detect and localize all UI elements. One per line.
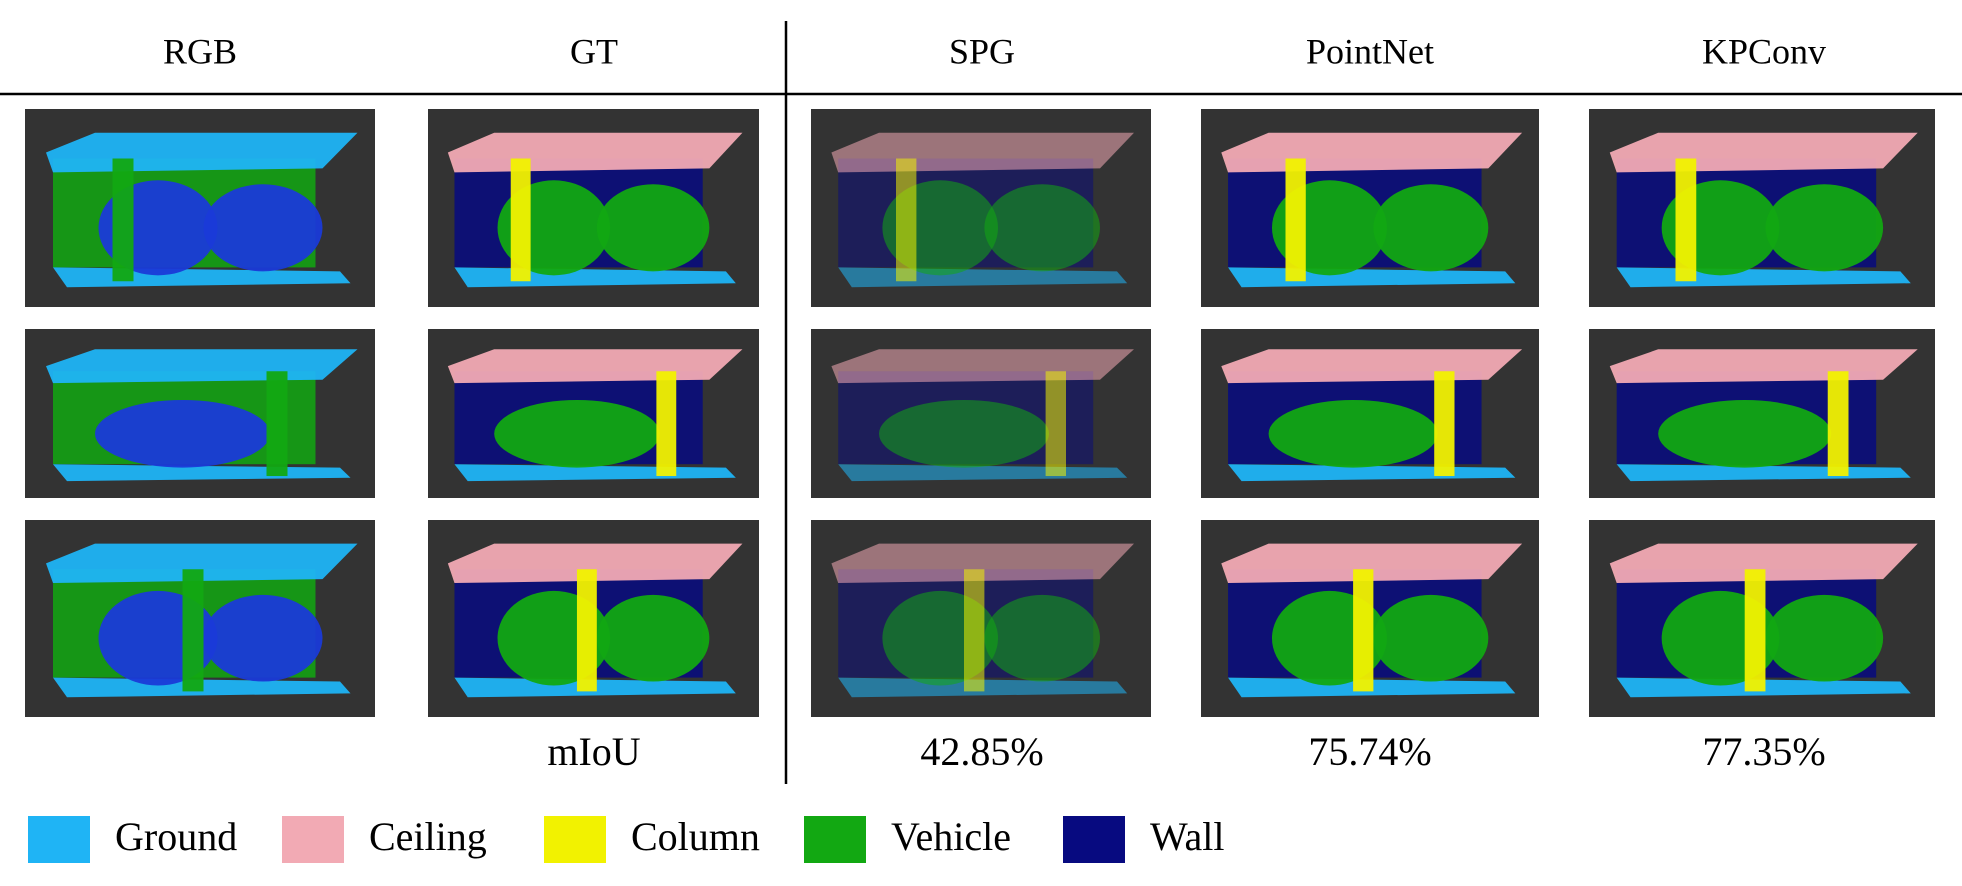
ceiling bbox=[447, 132, 743, 173]
vehicle bbox=[1373, 184, 1489, 272]
column bbox=[1285, 158, 1306, 282]
ceiling bbox=[831, 349, 1134, 384]
scene-image bbox=[811, 520, 1151, 717]
scene-image bbox=[1589, 520, 1935, 717]
legend-swatch bbox=[804, 816, 866, 863]
thumbnails bbox=[25, 109, 1935, 717]
scene-image bbox=[25, 109, 375, 307]
legend-swatch bbox=[544, 816, 606, 863]
column bbox=[266, 371, 288, 477]
vehicle bbox=[984, 184, 1100, 272]
vehicle bbox=[596, 184, 710, 272]
column-header: KPConv bbox=[1702, 31, 1826, 71]
scene-image bbox=[428, 329, 759, 498]
vehicle bbox=[984, 594, 1100, 682]
column-header: RGB bbox=[163, 31, 237, 71]
ceiling bbox=[1221, 543, 1523, 584]
vehicle bbox=[1373, 594, 1489, 682]
scene-image bbox=[1589, 109, 1935, 307]
column bbox=[1434, 371, 1455, 477]
column bbox=[112, 158, 134, 282]
column bbox=[1675, 158, 1697, 282]
column bbox=[656, 371, 677, 477]
ceiling bbox=[831, 543, 1134, 584]
column bbox=[964, 569, 985, 692]
ceiling bbox=[447, 349, 743, 384]
column bbox=[510, 158, 531, 282]
ceiling bbox=[1221, 132, 1523, 173]
legend-label: Vehicle bbox=[891, 814, 1011, 859]
ceiling bbox=[46, 543, 358, 584]
column bbox=[576, 569, 597, 692]
vehicle bbox=[1765, 184, 1884, 272]
legend-label: Column bbox=[631, 814, 760, 859]
column bbox=[896, 158, 917, 282]
metric-label: mIoU bbox=[547, 729, 640, 774]
ceiling bbox=[447, 543, 743, 584]
column-header: PointNet bbox=[1306, 31, 1434, 71]
scene-image bbox=[1589, 329, 1935, 498]
scene-image bbox=[428, 520, 759, 717]
legend-swatch bbox=[282, 816, 344, 863]
legend-swatch bbox=[28, 816, 90, 863]
scene-image bbox=[811, 329, 1151, 498]
column bbox=[1353, 569, 1374, 692]
scene-image bbox=[1201, 329, 1539, 498]
metric-value: 75.74% bbox=[1308, 729, 1431, 774]
scene-image bbox=[1201, 109, 1539, 307]
legend-label: Wall bbox=[1150, 814, 1225, 859]
vehicle bbox=[203, 184, 323, 272]
vehicle bbox=[1658, 399, 1832, 468]
vehicle bbox=[1268, 399, 1438, 468]
column bbox=[1744, 569, 1766, 692]
legend-swatch bbox=[1063, 816, 1125, 863]
metric-value: 42.85% bbox=[920, 729, 1043, 774]
vehicle bbox=[203, 594, 323, 682]
legend-label: Ground bbox=[115, 814, 237, 859]
vehicle bbox=[879, 399, 1049, 468]
scene-image bbox=[1201, 520, 1539, 717]
scene-image bbox=[428, 109, 759, 307]
ceiling bbox=[1609, 543, 1918, 584]
scene-image bbox=[25, 520, 375, 717]
ceiling bbox=[1221, 349, 1523, 384]
metric-value: 77.35% bbox=[1702, 729, 1825, 774]
scene-image bbox=[25, 329, 375, 498]
column-header: SPG bbox=[949, 31, 1015, 71]
vehicle bbox=[494, 399, 660, 468]
ceiling bbox=[46, 132, 358, 173]
column bbox=[182, 569, 204, 692]
vehicle bbox=[1765, 594, 1884, 682]
ceiling bbox=[831, 132, 1134, 173]
vehicle bbox=[95, 399, 270, 468]
ceiling bbox=[1609, 132, 1918, 173]
ceiling bbox=[46, 349, 358, 384]
ceiling bbox=[1609, 349, 1918, 384]
legend-label: Ceiling bbox=[369, 814, 487, 859]
vehicle bbox=[596, 594, 710, 682]
column bbox=[1827, 371, 1849, 477]
column-header: GT bbox=[570, 31, 618, 71]
scene-image bbox=[811, 109, 1151, 307]
column bbox=[1045, 371, 1066, 477]
